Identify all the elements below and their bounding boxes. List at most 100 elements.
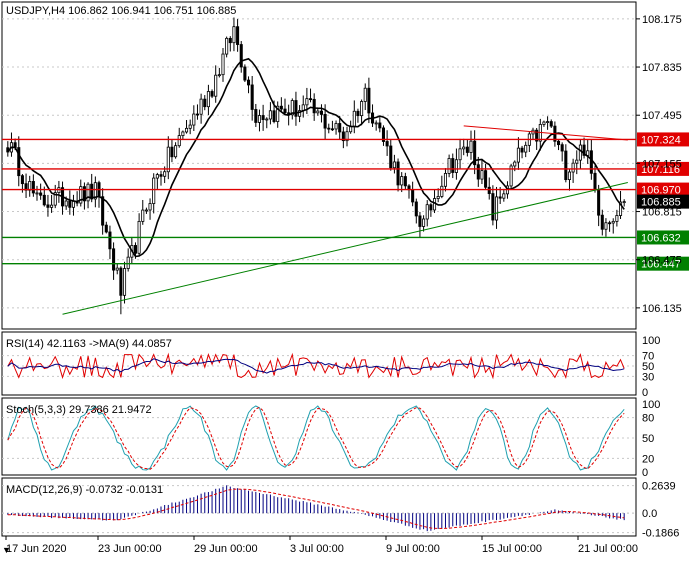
scroll-marker-icon[interactable]: ▼: [2, 545, 11, 555]
x-tick-label: 15 Jul 00:00: [482, 543, 542, 555]
candle-body: [319, 110, 324, 115]
candle-body: [79, 186, 83, 204]
candle-body: [604, 222, 608, 230]
indicator-tick-label: -0.1866: [642, 528, 679, 540]
level-price-label: 107.324: [641, 134, 681, 146]
candle-body: [374, 122, 378, 125]
price-candle: [31, 174, 35, 197]
price-candle: [246, 76, 251, 94]
stoch-d-line: [7, 406, 625, 470]
price-candle: [458, 138, 462, 169]
price-candle: [68, 190, 72, 215]
candle-body: [469, 140, 473, 153]
price-candle: [57, 180, 61, 203]
price-candle: [447, 154, 451, 178]
price-candle: [338, 115, 342, 140]
price-candle: [97, 180, 101, 208]
candle-body: [378, 122, 382, 129]
level-price-label: 106.885: [641, 197, 681, 209]
candle-body: [560, 144, 564, 152]
price-candle: [556, 139, 561, 151]
price-candle: [203, 95, 207, 111]
price-candle: [473, 130, 477, 175]
price-candle: [516, 137, 520, 170]
candle-body: [305, 98, 309, 106]
trendline[interactable]: [62, 182, 628, 315]
stoch-panel-title: Stoch(5,3,3) 29.7386 21.9472: [6, 404, 152, 416]
x-tick-label: 3 Jul 00:00: [290, 543, 344, 555]
price-candle: [615, 209, 619, 227]
price-candle: [425, 200, 429, 227]
price-candle: [308, 88, 313, 103]
candle-body: [236, 26, 240, 45]
candle-body: [115, 267, 119, 271]
candle-body: [232, 26, 236, 44]
price-tick-label: 106.135: [642, 303, 682, 315]
candle-body: [298, 110, 302, 117]
level-price-tag: [637, 182, 689, 197]
candle-body: [90, 183, 94, 200]
level-price-label: 107.116: [641, 164, 680, 176]
indicator-tick-label: 100: [642, 399, 660, 411]
price-candle: [546, 116, 550, 130]
price-candle: [155, 172, 159, 189]
price-candle: [407, 184, 411, 199]
candle-body: [192, 113, 196, 126]
candle-body: [422, 218, 426, 227]
price-candle: [608, 220, 612, 232]
candle-body: [429, 204, 433, 211]
price-candle: [549, 119, 553, 129]
rsi-line: [7, 352, 625, 380]
candle-body: [586, 150, 590, 156]
price-candle: [174, 142, 178, 159]
trendline[interactable]: [463, 125, 628, 141]
candle-body: [195, 113, 200, 116]
price-candle: [560, 142, 564, 162]
price-candle: [122, 261, 127, 304]
price-panel-title: USDJPY,H4 106.862 106.941 106.751 106.88…: [6, 5, 236, 17]
candle-body: [177, 135, 181, 147]
price-candle: [531, 127, 535, 140]
candle-body: [272, 110, 276, 122]
price-candle: [480, 159, 484, 185]
candle-body: [28, 181, 32, 191]
candle-body: [181, 131, 185, 137]
price-candle: [370, 104, 375, 128]
price-candle: [502, 188, 506, 202]
candle-body: [549, 121, 553, 127]
candle-body: [443, 173, 448, 187]
candle-body: [133, 245, 138, 254]
price-candle: [432, 189, 437, 214]
price-candle: [137, 213, 141, 256]
candle-body: [494, 196, 499, 221]
candle-body: [276, 105, 280, 122]
price-candle: [290, 98, 294, 120]
x-tick-label: 17 Jun 2020: [6, 543, 67, 555]
level-price-label: 106.447: [641, 259, 681, 271]
candle-body: [221, 53, 225, 76]
candle-body: [597, 189, 601, 216]
price-candle: [381, 125, 386, 146]
price-candle: [582, 137, 586, 159]
candle-body: [447, 158, 451, 174]
candle-body: [458, 148, 462, 161]
price-tick-label: 107.495: [642, 110, 682, 122]
price-candle: [181, 130, 185, 140]
price-candle: [152, 173, 156, 214]
candle-body: [64, 200, 68, 207]
price-panel-frame: [1, 1, 637, 330]
price-candle: [148, 198, 152, 220]
price-candle: [403, 172, 407, 190]
macd-signal-line: [7, 488, 625, 530]
candle-body: [323, 114, 327, 129]
candle-body: [50, 204, 54, 208]
price-candle: [268, 102, 272, 125]
price-candle: [177, 127, 181, 148]
price-candle: [564, 144, 568, 183]
price-candle: [411, 181, 415, 207]
indicator-tick-label: 0.2639: [642, 481, 676, 493]
candle-body: [593, 172, 597, 190]
price-candle: [75, 191, 79, 207]
candle-body: [334, 123, 338, 130]
